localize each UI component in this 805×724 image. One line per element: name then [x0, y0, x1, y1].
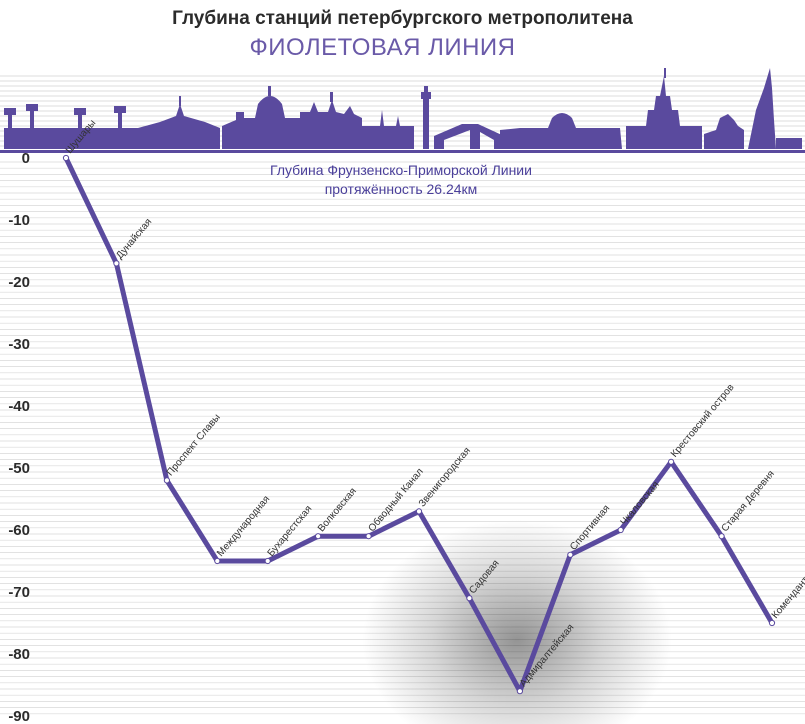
y-tick-label: 0	[22, 150, 30, 167]
data-point	[264, 557, 271, 565]
station-label: Звенигородская	[417, 445, 473, 509]
station-label: Дунайская	[114, 217, 154, 262]
chart-annotation-line2: протяжённость 26.24км	[325, 181, 478, 197]
y-tick-label: -50	[8, 460, 30, 477]
data-point	[415, 508, 423, 515]
y-tick-label: -70	[8, 584, 30, 601]
data-point	[113, 260, 120, 267]
page-subtitle: ФИОЛЕТОВАЯ ЛИНИЯ	[249, 34, 516, 61]
data-point	[315, 533, 322, 540]
saint-petersburg-skyline-icon	[4, 68, 802, 149]
station-label: Международная	[215, 494, 272, 559]
y-axis: 0 -10 -20 -30 -40 -50 -60 -70 -80 -90	[8, 150, 30, 724]
data-point	[163, 477, 170, 484]
data-point	[466, 595, 473, 602]
station-label: Волковская	[316, 486, 359, 534]
station-label: Проспект Славы	[165, 412, 223, 478]
data-point	[617, 526, 624, 534]
data-point	[365, 533, 372, 540]
data-point	[668, 458, 675, 465]
y-tick-label: -40	[8, 398, 30, 415]
station-label: Крестовский остров	[669, 382, 737, 460]
data-point	[516, 688, 524, 695]
data-point	[62, 154, 70, 162]
baseline-bar	[0, 150, 805, 153]
y-tick-label: -20	[8, 274, 30, 291]
y-tick-label: -30	[8, 336, 30, 353]
data-point	[214, 557, 221, 565]
depth-series	[62, 154, 776, 695]
y-tick-label: -90	[8, 708, 30, 724]
data-point	[718, 533, 725, 540]
station-label: Чкаловская	[619, 479, 662, 528]
chart-annotation-line1: Глубина Фрунзенско-Приморской Линии	[270, 162, 532, 178]
shadow-blob	[362, 520, 672, 724]
station-label: Комендантский проспект	[770, 525, 805, 621]
y-tick-label: -10	[8, 212, 30, 229]
y-tick-label: -60	[8, 522, 30, 539]
page-title: Глубина станций петербургского метрополи…	[172, 8, 633, 29]
y-tick-label: -80	[8, 646, 30, 663]
data-point	[567, 551, 574, 558]
data-point	[768, 619, 776, 627]
